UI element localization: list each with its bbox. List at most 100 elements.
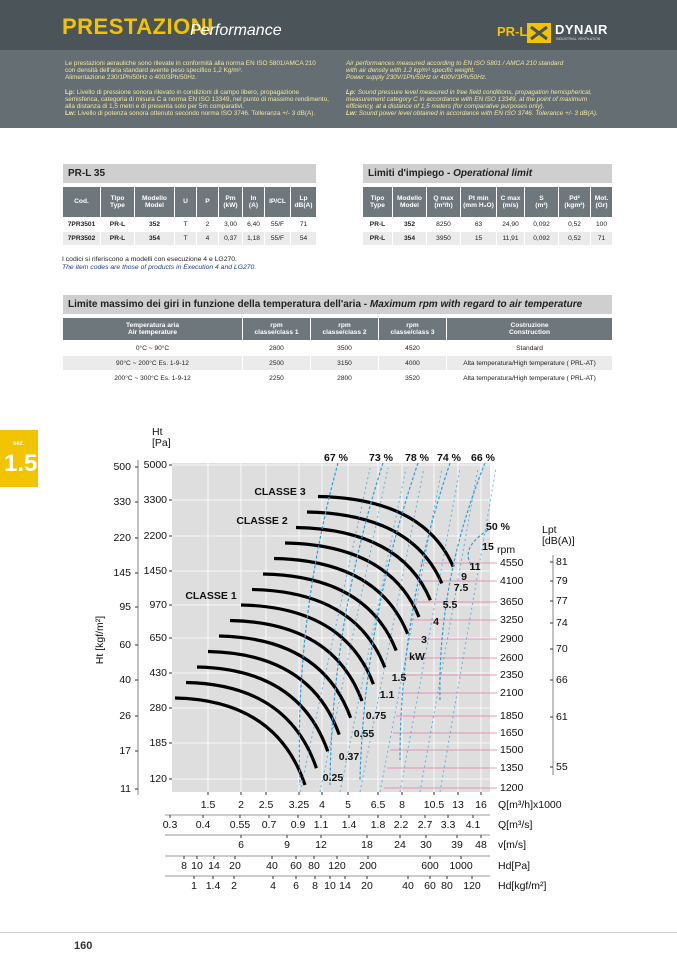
efficiency-label: 73 % <box>369 452 394 464</box>
column-header: rpm classe/class 2 <box>310 317 379 341</box>
table-cell: 2800 <box>310 370 379 386</box>
column-header: rpm classe/class 1 <box>242 317 311 341</box>
y2-tick-label: 60 <box>119 639 131 651</box>
lpt-title: Lpt [dB(A)] <box>542 524 575 547</box>
table: Limiti d'impiego - Operational limit Tipo… <box>361 163 614 246</box>
footer-line <box>0 932 677 933</box>
intro-band <box>0 50 677 128</box>
x-tick-label: 6 <box>238 839 244 851</box>
table-cell: 0,52 <box>558 231 591 246</box>
x-tick-label: 80 <box>308 860 320 872</box>
fan-curve <box>174 696 307 786</box>
section-tab <box>0 430 38 487</box>
table-cell: 0°C ~ 90°C <box>62 340 243 356</box>
lpt-label: 70 <box>556 643 568 655</box>
column-header: U <box>174 186 197 218</box>
power-unit: kW <box>409 651 425 663</box>
x-tick-label: 4 <box>319 799 325 811</box>
y2-tick-label: 330 <box>113 496 131 508</box>
page-number: 160 <box>74 940 93 952</box>
brand: DYNAIR <box>555 22 608 37</box>
column-header: rpm classe/class 3 <box>378 317 447 341</box>
x-tick-label: 0.7 <box>262 819 277 831</box>
fan-curve <box>207 649 341 736</box>
power-label: 1.1 <box>380 689 395 701</box>
table-title-en: Operational limit <box>453 168 533 179</box>
fan-curve <box>196 665 330 752</box>
x-tick-label: 16 <box>475 799 487 811</box>
intro-line: with air density with 1.2 kg/m³ specific… <box>346 67 475 75</box>
table-cell: 63 <box>460 217 497 232</box>
lpt-label: 81 <box>556 556 568 568</box>
x-tick-label: 14 <box>339 880 351 892</box>
fan-curve <box>251 587 387 668</box>
table-cell: T <box>174 217 197 232</box>
x-tick-label: 3.3 <box>441 819 456 831</box>
column-header: Mot. (Gr) <box>589 186 614 218</box>
power-label: 1.5 <box>392 672 407 684</box>
table-cell: 55/F <box>264 217 291 232</box>
table-cell: 3,00 <box>218 217 243 232</box>
rpm-label: 1350 <box>500 762 524 774</box>
x-tick-label: 20 <box>361 880 373 892</box>
column-header: P <box>196 186 219 218</box>
fan-curve <box>317 494 455 568</box>
intro-line: measurement category C in accordance wit… <box>346 95 588 103</box>
lpt-label: 79 <box>556 575 568 587</box>
table-cell: 3520 <box>378 370 447 386</box>
column-header: Pt min (mm H₂O) <box>460 186 497 218</box>
class-label: CLASSE 3 <box>254 486 306 498</box>
power-label: 3 <box>421 634 427 646</box>
system-line <box>319 467 389 793</box>
efficiency-label: 78 % <box>405 452 430 464</box>
x-tick-label: 14 <box>208 860 220 872</box>
y-tick-label: 5000 <box>144 459 168 471</box>
intro-line: con densità dell'aria standard avente pe… <box>65 67 243 75</box>
power-label: 0.55 <box>354 728 375 740</box>
rpm-label: 1500 <box>500 744 524 756</box>
x-tick-label: 10.5 <box>424 799 445 811</box>
x-tick-label: 13 <box>452 799 464 811</box>
table-cell: 6,40 <box>242 217 265 232</box>
x-tick-label: 24 <box>394 839 406 851</box>
table-cell: 2250 <box>242 370 311 386</box>
x-tick-label: 120 <box>328 860 346 872</box>
y2-tick-label: 17 <box>119 745 131 757</box>
y2-tick-label: 500 <box>113 461 131 473</box>
intro-line: efficiency, at a distance of 1,5 meters … <box>346 103 545 111</box>
x-tick-label: 8 <box>399 799 405 811</box>
x-axis-title: Q[m³/h]x1000 <box>498 799 562 811</box>
table-cell: 352 <box>392 217 427 232</box>
y-tick-label: 1450 <box>144 565 168 577</box>
table-cell: PR-L <box>362 231 393 246</box>
rpm-label: 2350 <box>500 669 524 681</box>
power-label: 0.75 <box>366 710 387 722</box>
table-cell: Alta temperatura/High temperature ( PRL-… <box>445 355 614 371</box>
lpt-label: 61 <box>556 711 568 723</box>
table-cell: 4 <box>196 231 219 246</box>
table-title: Limite massimo dei giri in funzione dell… <box>61 294 614 315</box>
fan-curve <box>262 572 398 652</box>
x-tick-label: 0.3 <box>163 819 178 831</box>
y-tick-label: 650 <box>149 632 167 644</box>
table: Limite massimo dei giri in funzione dell… <box>61 294 614 386</box>
power-label: 4 <box>433 616 439 628</box>
header-row: Tipo Type Modello Model Q max (m³/h) Pt min… <box>362 186 614 218</box>
x-axis-title: Q[m³/s] <box>498 819 532 831</box>
intro-line: alla distanza di 1,5 metri e di presenta… <box>65 103 245 111</box>
x-tick-label: 5 <box>345 799 351 811</box>
column-header: Modello Model <box>392 186 427 218</box>
table-cell: 2500 <box>242 355 311 371</box>
x-tick-label: 120 <box>463 880 481 892</box>
table-cell: 24,90 <box>496 217 525 232</box>
intro-line: Lw: Sound power level obtained in accord… <box>346 110 598 118</box>
note: The item codes are those of products in … <box>62 264 257 271</box>
x-tick-label: 40 <box>402 880 414 892</box>
power-label: 9 <box>461 571 467 583</box>
logo <box>527 23 551 43</box>
x-tick-label: 60 <box>424 880 436 892</box>
column-header: Cod. <box>62 186 101 218</box>
y2-tick-label: 145 <box>113 567 131 579</box>
page-subtitle: Performance <box>190 22 282 39</box>
